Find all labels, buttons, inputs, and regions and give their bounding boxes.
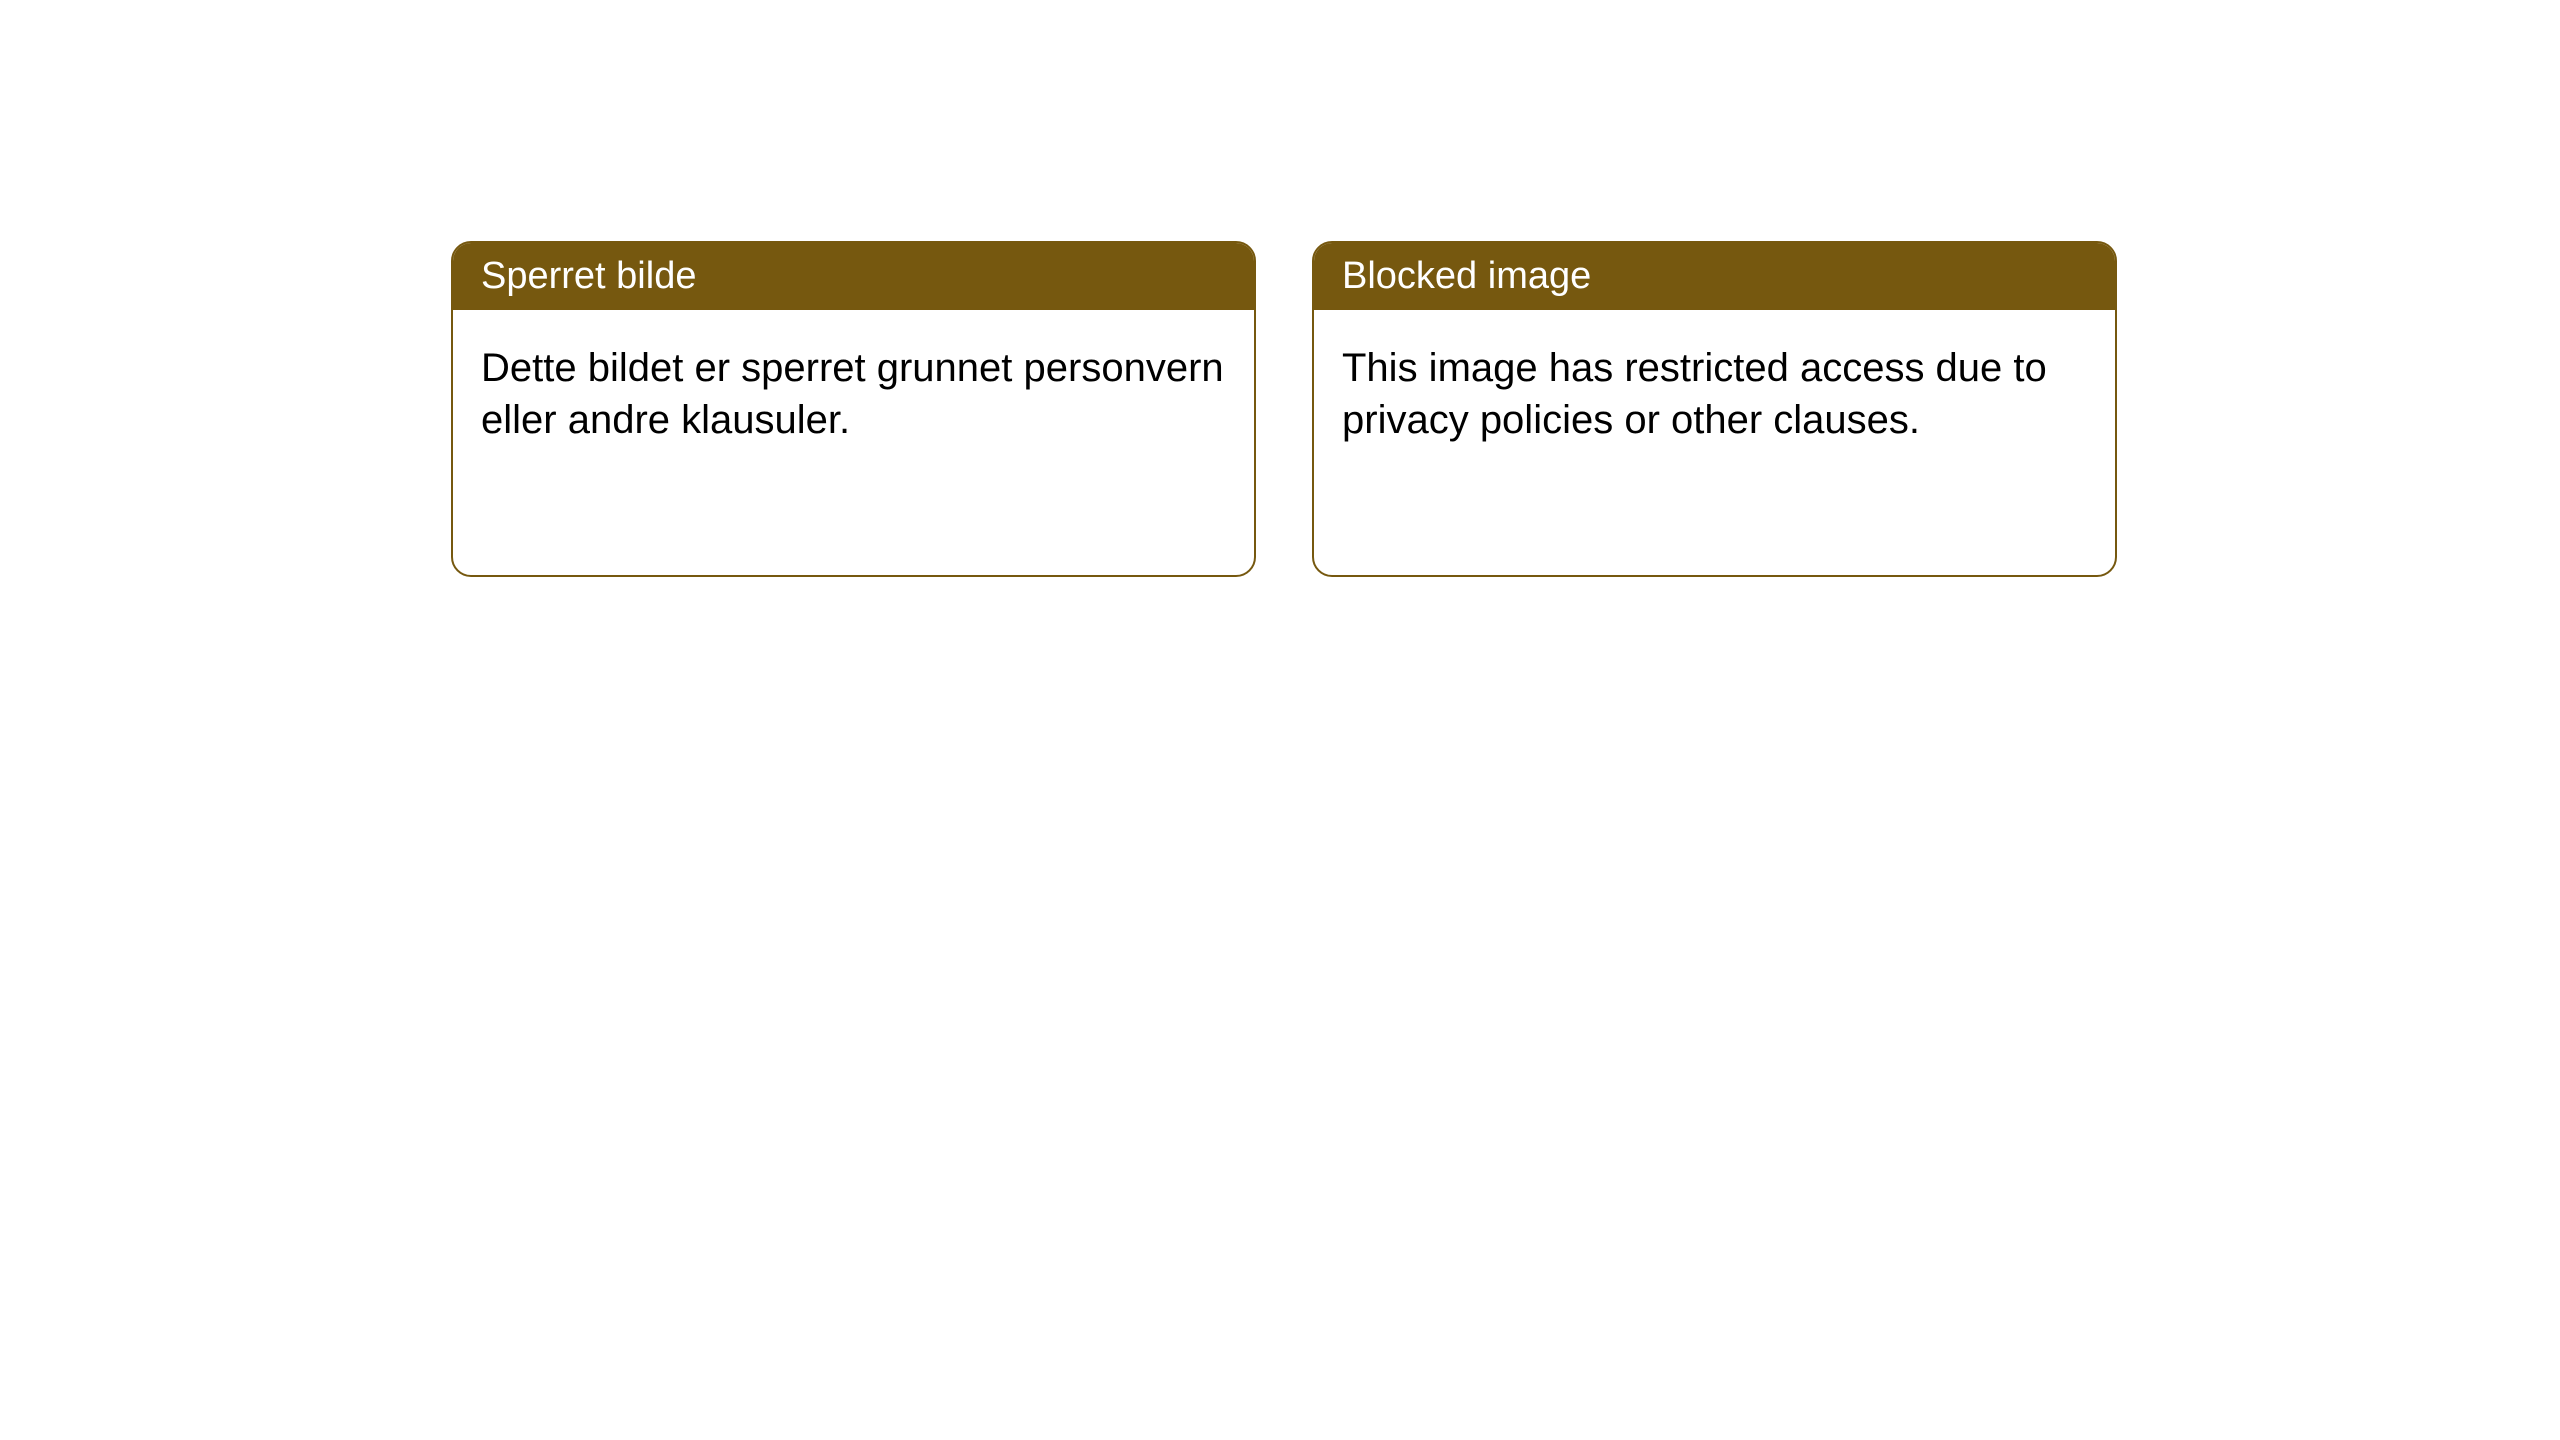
- card-title-norwegian: Sperret bilde: [481, 255, 696, 297]
- card-header-norwegian: Sperret bilde: [453, 243, 1254, 310]
- card-body-norwegian: Dette bildet er sperret grunnet personve…: [453, 310, 1254, 478]
- notice-container: Sperret bilde Dette bildet er sperret gr…: [0, 0, 2560, 577]
- card-header-english: Blocked image: [1314, 243, 2115, 310]
- card-title-english: Blocked image: [1342, 255, 1591, 297]
- card-text-norwegian: Dette bildet er sperret grunnet personve…: [481, 346, 1224, 442]
- blocked-image-card-norwegian: Sperret bilde Dette bildet er sperret gr…: [451, 241, 1256, 577]
- blocked-image-card-english: Blocked image This image has restricted …: [1312, 241, 2117, 577]
- card-body-english: This image has restricted access due to …: [1314, 310, 2115, 478]
- card-text-english: This image has restricted access due to …: [1342, 346, 2047, 442]
